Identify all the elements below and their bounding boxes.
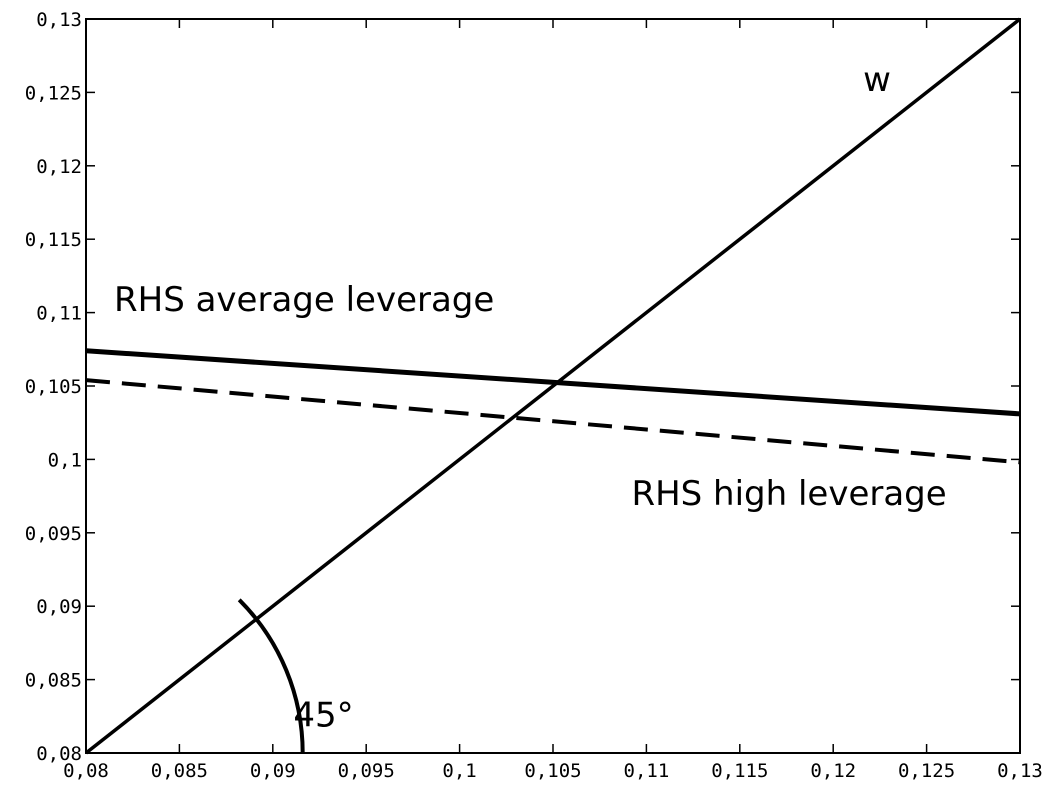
y-tick-label: 0,11 (36, 303, 82, 325)
annotation-0: w (863, 60, 891, 100)
annotation-1: RHS average leverage (114, 280, 494, 320)
y-tick-label: 0,105 (25, 376, 82, 398)
series-line-1 (85, 348, 1021, 417)
x-axis-ticks: 0,08 0,085 0,09 0,095 0,1 0,105 0,11 0,115 0,12 0… (63, 19, 1043, 782)
y-tick-label: 0,12 (36, 156, 82, 178)
x-tick-label: 0,11 (624, 760, 670, 782)
x-tick-label: 0,125 (898, 760, 955, 782)
y-tick-label: 0,1 (48, 449, 82, 471)
series-line-0 (84, 17, 1022, 755)
annotation-3: 45° (293, 696, 353, 736)
x-tick-label: 0,085 (151, 760, 208, 782)
x-tick-label: 0,1 (442, 760, 476, 782)
y-tick-label: 0,085 (25, 670, 82, 692)
y-tick-label: 0,09 (36, 596, 82, 618)
x-tick-label: 0,13 (997, 760, 1043, 782)
annotation-2: RHS high leverage (631, 474, 946, 514)
y-tick-label: 0,08 (36, 743, 82, 765)
y-axis-ticks: 0,08 0,085 0,09 0,095 0,1 0,105 0,11 0,115 0,12 0… (25, 9, 1020, 765)
x-tick-label: 0,12 (810, 760, 856, 782)
x-tick-label: 0,115 (711, 760, 768, 782)
x-tick-label: 0,09 (250, 760, 296, 782)
y-tick-label: 0,125 (25, 82, 82, 104)
y-tick-label: 0,13 (36, 9, 82, 31)
annotations: w RHS average leverage RHS high leverage 45… (114, 60, 947, 736)
series-line-2 (85, 378, 1021, 465)
x-tick-label: 0,095 (338, 760, 395, 782)
y-tick-label: 0,095 (25, 523, 82, 545)
x-tick-label: 0,08 (63, 760, 109, 782)
x-tick-label: 0,105 (524, 760, 581, 782)
angle-arc (237, 598, 305, 754)
y-tick-label: 0,115 (25, 229, 82, 251)
series-layer (84, 17, 1022, 755)
